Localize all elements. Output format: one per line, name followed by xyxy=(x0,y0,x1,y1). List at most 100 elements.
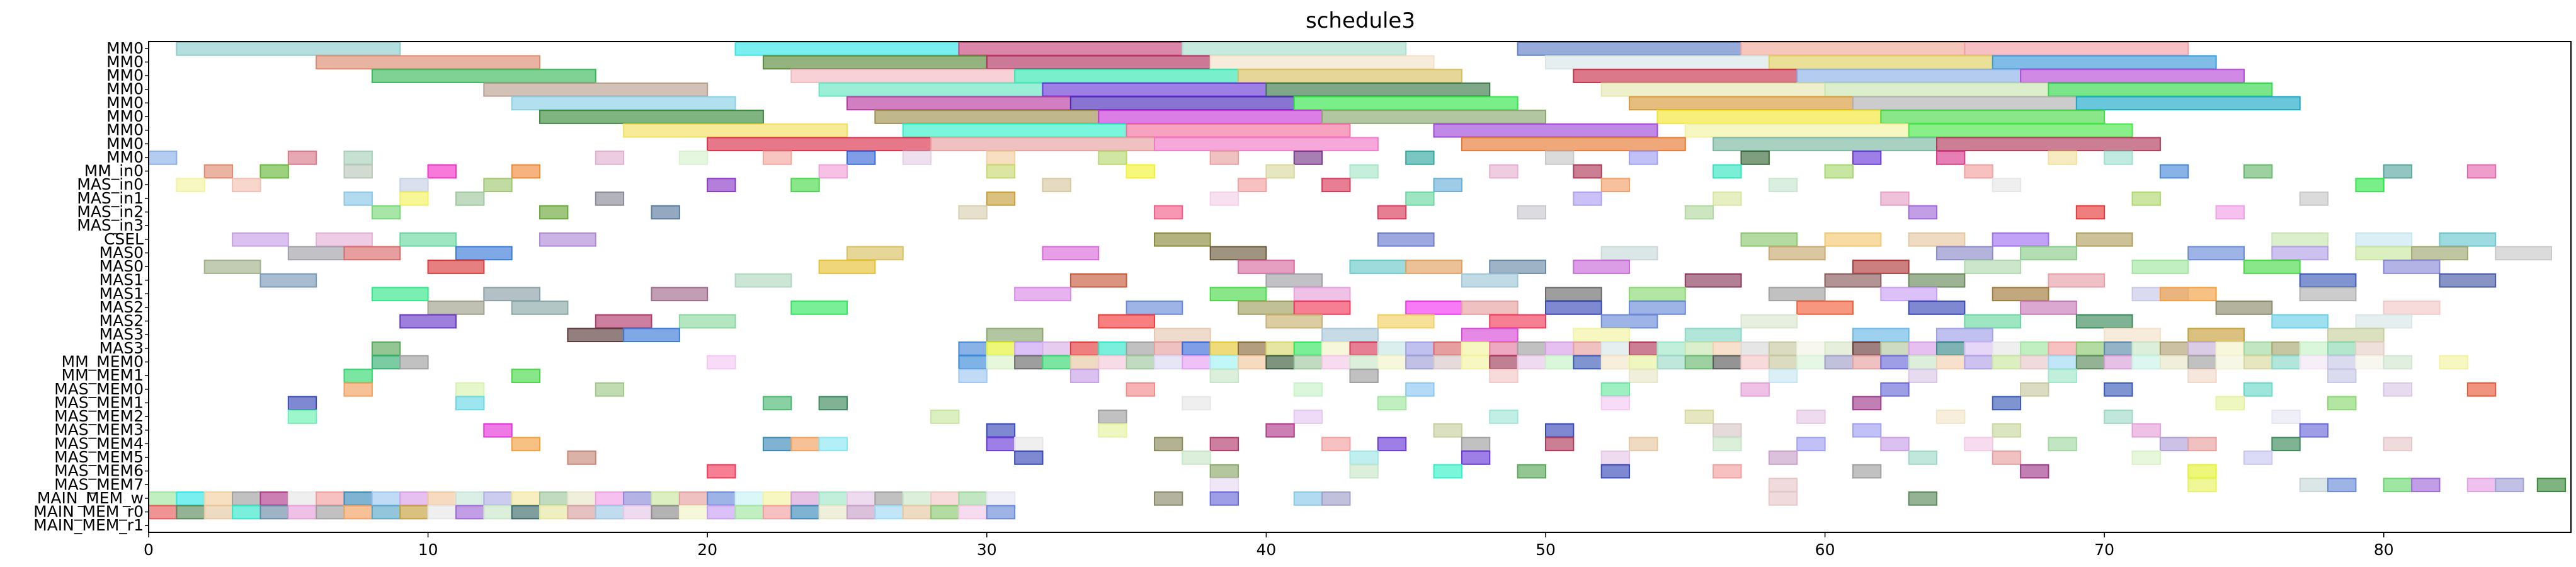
row-label: MAS0 xyxy=(100,243,144,261)
schedule-bar xyxy=(1629,96,1854,111)
row-label: MM0 xyxy=(106,80,144,98)
schedule-bar xyxy=(958,505,988,520)
schedule-bar xyxy=(316,491,345,506)
schedule-bar xyxy=(762,396,792,411)
schedule-bar xyxy=(2495,246,2552,261)
schedule-bar xyxy=(1992,232,2049,247)
row-label: MAS3 xyxy=(100,325,144,343)
schedule-bar xyxy=(455,491,485,506)
schedule-bar xyxy=(511,505,541,520)
schedule-bar xyxy=(1209,246,1267,261)
schedule-bar xyxy=(1600,178,1631,193)
schedule-bar xyxy=(2271,410,2301,424)
x-tick-label: 60 xyxy=(1815,541,1835,559)
schedule-bar xyxy=(1098,355,1127,370)
schedule-bar xyxy=(1573,69,1798,83)
schedule-bar xyxy=(1684,328,1742,343)
schedule-bar xyxy=(1544,287,1602,302)
row-label: MAS_MEM1 xyxy=(54,393,144,411)
schedule-bar xyxy=(2104,355,2133,370)
schedule-bar xyxy=(1600,314,1658,329)
schedule-bar xyxy=(316,232,373,247)
schedule-bar xyxy=(2104,341,2133,356)
schedule-bar xyxy=(1629,369,1658,383)
schedule-bar xyxy=(790,301,848,315)
schedule-bar xyxy=(2187,369,2217,383)
schedule-bar xyxy=(399,314,457,329)
schedule-bar xyxy=(287,246,345,261)
schedule-bar xyxy=(623,491,653,506)
schedule-bar xyxy=(2187,355,2217,370)
schedule-bar xyxy=(1126,355,1155,370)
schedule-bar xyxy=(1768,246,1826,261)
schedule-bar xyxy=(1964,314,2022,329)
schedule-bar xyxy=(1182,341,1211,356)
schedule-bar xyxy=(1600,382,1631,397)
schedule-bar xyxy=(1992,355,2022,370)
schedule-bar xyxy=(1209,55,1435,70)
schedule-bar xyxy=(1265,273,1323,288)
schedule-bar xyxy=(986,55,1211,70)
schedule-bar xyxy=(1713,341,1742,356)
schedule-bar xyxy=(623,328,680,343)
schedule-bar xyxy=(2159,287,2217,302)
schedule-bar xyxy=(511,164,541,179)
schedule-bar xyxy=(1405,382,1435,397)
schedule-bar xyxy=(1740,314,1798,329)
schedule-bar xyxy=(1713,355,1742,370)
schedule-bar xyxy=(1377,437,1407,452)
schedule-bar xyxy=(1461,273,1519,288)
schedule-bar xyxy=(1629,437,1658,452)
schedule-bar xyxy=(1377,314,1435,329)
schedule-bar xyxy=(1461,137,1686,152)
x-tick-label: 10 xyxy=(418,541,438,559)
schedule-bar xyxy=(1293,491,1323,506)
schedule-bar xyxy=(1656,341,1686,356)
schedule-bar xyxy=(1209,355,1240,370)
schedule-bar xyxy=(1964,341,1993,356)
schedule-bar xyxy=(2439,355,2468,370)
schedule-bar xyxy=(762,55,988,70)
schedule-bar xyxy=(1908,123,2133,138)
row-label: MM_in0 xyxy=(84,162,144,180)
schedule-bar xyxy=(1768,178,1798,193)
plot-frame xyxy=(148,41,2572,533)
schedule-bar xyxy=(2104,328,2161,343)
schedule-bar xyxy=(1098,314,1155,329)
schedule-bar xyxy=(1740,355,1770,370)
schedule-bar xyxy=(1936,151,1966,165)
schedule-bar xyxy=(2327,355,2357,370)
schedule-bar xyxy=(1852,464,1882,479)
schedule-bar xyxy=(1544,355,1575,370)
schedule-bar xyxy=(1209,478,1240,493)
schedule-bar xyxy=(874,505,904,520)
row-label: MM_MEM0 xyxy=(62,353,144,371)
schedule-bar xyxy=(427,164,457,179)
schedule-bar xyxy=(2327,341,2357,356)
schedule-bar xyxy=(2466,478,2497,493)
schedule-bar xyxy=(2355,341,2385,356)
schedule-bar xyxy=(1880,192,1910,206)
schedule-bar xyxy=(958,341,988,356)
row-label: MM0 xyxy=(106,148,144,166)
schedule-bar xyxy=(1293,287,1351,302)
schedule-bar xyxy=(539,205,569,220)
x-tick-label: 80 xyxy=(2374,541,2394,559)
row-label: MAS_MEM5 xyxy=(54,448,144,466)
schedule-bar xyxy=(203,260,261,274)
schedule-bar xyxy=(1153,355,1183,370)
schedule-bar xyxy=(399,505,429,520)
schedule-bar xyxy=(2187,464,2217,479)
schedule-bar xyxy=(1349,355,1379,370)
schedule-bar xyxy=(818,491,848,506)
schedule-bar xyxy=(2243,341,2273,356)
schedule-bar xyxy=(1126,164,1155,179)
schedule-bar xyxy=(734,273,792,288)
schedule-bar xyxy=(2048,273,2106,288)
schedule-bar xyxy=(483,82,709,97)
schedule-bar xyxy=(986,491,1016,506)
schedule-bar xyxy=(1964,260,2022,274)
row-label: MAS_MEM3 xyxy=(54,421,144,439)
schedule-bar xyxy=(958,205,988,220)
